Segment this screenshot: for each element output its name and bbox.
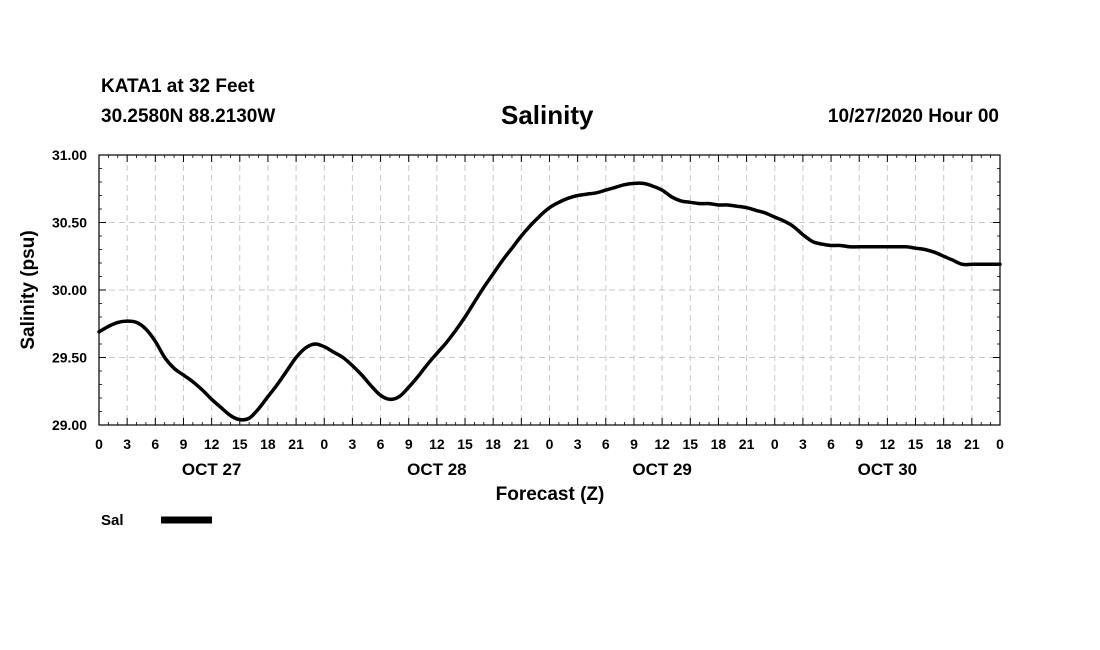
x-axis-label: Forecast (Z) [496,484,605,505]
x-tick-label: 15 [457,436,473,452]
x-tick-label: 0 [320,436,328,452]
x-tick-label: 3 [349,436,357,452]
day-label: OCT 29 [632,460,692,479]
x-tick-label: 15 [232,436,248,452]
x-tick-label: 18 [711,436,727,452]
x-tick-label: 3 [799,436,807,452]
day-label: OCT 30 [858,460,918,479]
day-label: OCT 27 [182,460,242,479]
y-axis-label: Salinity (psu) [18,230,39,349]
x-tick-label: 0 [546,436,554,452]
x-tick-label: 12 [880,436,896,452]
x-tick-label: 0 [996,436,1004,452]
grid [99,155,1000,425]
y-tick-label: 31.00 [52,147,87,163]
x-tick-label: 15 [682,436,698,452]
y-tick-label: 30.00 [52,282,87,298]
x-tick-label: 9 [405,436,413,452]
x-tick-label: 18 [936,436,952,452]
x-tick-label: 12 [429,436,445,452]
x-tick-label: 0 [771,436,779,452]
legend-label: Sal [101,512,124,529]
x-tick-label: 12 [204,436,220,452]
x-tick-label: 3 [123,436,131,452]
y-tick-label: 29.50 [52,350,87,366]
x-tick-label: 0 [95,436,103,452]
station-coordinates: 30.2580N 88.2130W [101,106,276,127]
x-tick-label: 3 [574,436,582,452]
x-tick-label: 21 [739,436,755,452]
x-tick-label: 15 [908,436,924,452]
x-tick-label: 6 [151,436,159,452]
tick-labels: 0 3 6 9 12 15 18 21 0 3 6 9 12 15 18 21 0 3 6 9 12 15 18 21 0 3 6 9… [52,147,1004,479]
x-tick-label: 21 [964,436,980,452]
day-label: OCT 28 [407,460,467,479]
x-tick-label: 18 [485,436,501,452]
x-tick-label: 12 [654,436,670,452]
series-line-sal [97,181,1002,422]
x-tick-label: 21 [288,436,304,452]
forecast-timestamp: 10/27/2020 Hour 00 [827,106,999,127]
plot-frame [98,154,1001,426]
x-tick-label: 9 [855,436,863,452]
x-tick-label: 21 [514,436,530,452]
x-tick-label: 9 [180,436,188,452]
station-label: KATA1 at 32 Feet [101,76,255,97]
y-tick-label: 29.00 [52,417,87,433]
x-tick-label: 6 [827,436,835,452]
x-tick-label: 9 [630,436,638,452]
chart-title: Salinity [501,100,594,130]
x-tick-label: 18 [260,436,276,452]
x-tick-label: 6 [602,436,610,452]
y-tick-label: 30.50 [52,215,87,231]
x-tick-label: 6 [377,436,385,452]
